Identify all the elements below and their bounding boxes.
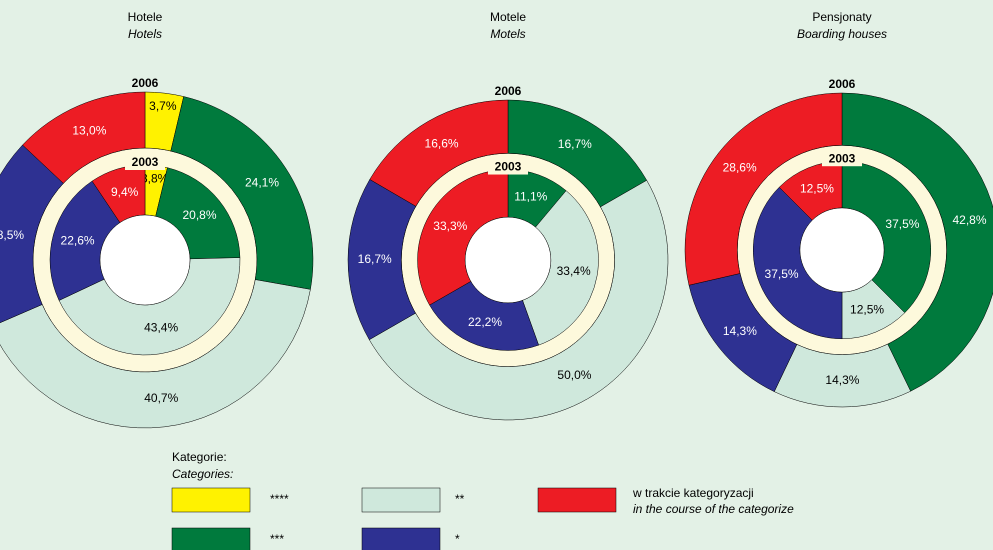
value-label: 16,7% [358, 252, 392, 266]
ring-label: 2003 [495, 160, 522, 174]
value-label: 42,8% [952, 213, 986, 227]
chart-subtitle: Hotels [128, 27, 162, 41]
ring-label: 2006 [132, 76, 159, 90]
value-label: 14,3% [723, 324, 757, 338]
value-label: 43,4% [144, 320, 178, 334]
segment [684, 92, 843, 286]
legend-label: * [455, 532, 460, 546]
segment [22, 91, 146, 184]
segment [170, 96, 314, 290]
value-label: 18,5% [0, 228, 24, 242]
chart-title: Hotele [128, 10, 163, 24]
value-label: 24,1% [245, 175, 279, 189]
legend-label: w trakcie kategoryzacji [632, 486, 754, 500]
legend-label: ** [455, 492, 465, 506]
chart-subtitle: Boarding houses [797, 27, 887, 41]
value-label: 14,3% [825, 373, 859, 387]
legend-swatch [171, 527, 251, 550]
legend-swatch [361, 487, 441, 513]
ring-label: 2003 [829, 151, 856, 165]
legend-title: Kategorie: [172, 450, 227, 464]
hole [99, 214, 191, 306]
chart-title: Pensjonaty [812, 10, 871, 24]
segment [368, 179, 669, 421]
segment [841, 92, 993, 392]
ring-label-bg [822, 151, 862, 167]
value-label: 9,4% [111, 185, 139, 199]
value-label: 22,2% [468, 315, 502, 329]
value-label: 33,3% [433, 219, 467, 233]
legend-sublabel: in the course of the categorize [633, 502, 794, 516]
value-label: 3,7% [149, 99, 177, 113]
segment [369, 99, 509, 207]
value-label: 13,0% [72, 124, 106, 138]
segment [0, 279, 311, 429]
legend-label: **** [270, 492, 289, 506]
legend-subtitle: Categories: [172, 467, 233, 481]
value-label: 12,5% [800, 182, 834, 196]
value-label: 3,8% [141, 172, 169, 186]
chart-title: Motele [490, 10, 526, 24]
value-label: 37,5% [885, 217, 919, 231]
hole [799, 207, 885, 293]
chart-subtitle: Motels [490, 27, 525, 41]
legend-swatch [537, 487, 617, 513]
legend-label: *** [270, 532, 284, 546]
ring-label-bg [488, 159, 528, 175]
legend-swatch [171, 487, 251, 513]
ring-label: 2003 [132, 155, 159, 169]
ring-label-bg [125, 155, 165, 170]
ring-label: 2006 [495, 84, 522, 98]
value-label: 40,7% [144, 391, 178, 405]
value-label: 22,6% [61, 233, 95, 247]
value-label: 28,6% [723, 161, 757, 175]
value-label: 11,1% [514, 190, 547, 204]
legend-swatch [361, 527, 441, 550]
value-label: 16,7% [558, 137, 592, 151]
value-label: 16,6% [425, 137, 459, 151]
value-label: 33,4% [557, 264, 591, 278]
value-label: 37,5% [765, 267, 799, 281]
value-label: 20,8% [182, 208, 216, 222]
hole [464, 216, 552, 304]
value-label: 50,0% [557, 368, 591, 382]
ring-label: 2006 [829, 77, 856, 91]
value-label: 12,5% [850, 303, 884, 317]
